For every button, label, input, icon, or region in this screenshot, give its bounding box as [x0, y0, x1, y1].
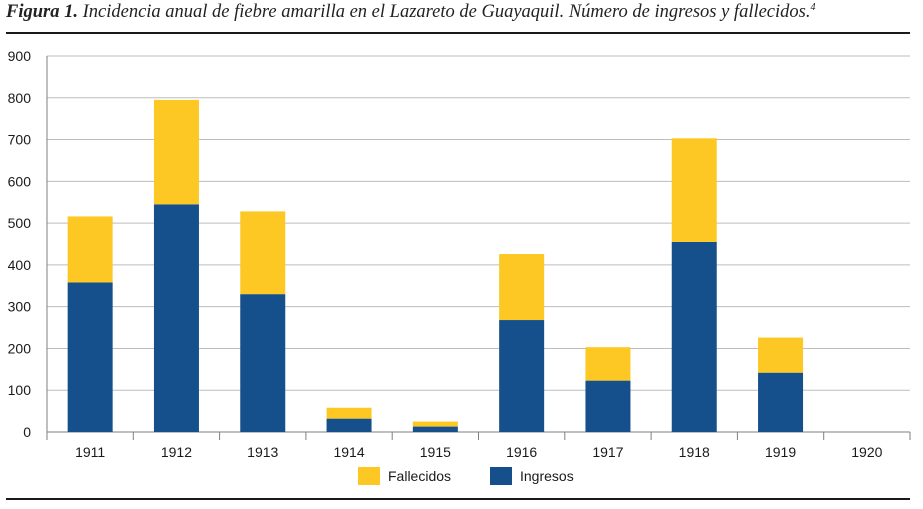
x-tick-label: 1917: [592, 444, 623, 460]
bar-ingresos: [758, 372, 804, 432]
legend-item-ingresos: Ingresos: [490, 466, 574, 486]
x-tick-label: 1911: [75, 444, 105, 460]
legend-swatch-ingresos: [490, 467, 512, 485]
bar-ingresos: [499, 320, 545, 432]
y-tick-label: 300: [8, 299, 32, 315]
y-tick-label: 200: [8, 340, 32, 356]
bar-ingresos: [67, 282, 113, 432]
x-tick-label: 1914: [333, 444, 364, 460]
x-tick-label: 1912: [161, 444, 192, 460]
y-tick-label: 900: [8, 48, 32, 64]
top-rule: [6, 32, 910, 34]
bar-ingresos: [585, 380, 631, 432]
bar-fallecidos: [412, 421, 458, 427]
y-tick-label: 100: [8, 382, 32, 398]
bar-fallecidos: [585, 347, 631, 381]
x-tick-label: 1919: [765, 444, 796, 460]
figure-title: Incidencia anual de fiebre amarilla en e…: [82, 2, 811, 23]
legend-item-fallecidos: Fallecidos: [358, 466, 451, 486]
x-tick-label: 1920: [851, 444, 882, 460]
bar-fallecidos: [758, 337, 804, 373]
y-tick-label: 400: [8, 257, 32, 273]
bar-fallecidos: [499, 254, 545, 321]
y-tick-label: 700: [8, 132, 32, 148]
bar-fallecidos: [326, 407, 372, 419]
y-tick-label: 500: [8, 215, 32, 231]
legend-swatch-fallecidos: [358, 467, 380, 485]
figure-number: Figura 1.: [6, 2, 78, 23]
bottom-rule: [6, 498, 910, 500]
bar-ingresos: [412, 426, 458, 432]
y-tick-label: 800: [8, 90, 32, 106]
x-tick-label: 1916: [506, 444, 537, 460]
bar-fallecidos: [67, 216, 113, 283]
figure-caption: Figura 1. Incidencia anual de fiebre ama…: [6, 2, 916, 28]
footnote-ref: 4: [810, 2, 816, 13]
y-tick-label: 0: [23, 424, 31, 440]
bar-ingresos: [671, 241, 717, 432]
bar-fallecidos: [671, 138, 717, 242]
x-tick-label: 1913: [247, 444, 278, 460]
legend-label-fallecidos: Fallecidos: [388, 468, 452, 484]
bar-ingresos: [153, 204, 199, 432]
bar-ingresos: [240, 294, 286, 432]
bar-fallecidos: [153, 99, 199, 205]
x-tick-label: 1915: [420, 444, 451, 460]
y-tick-label: 600: [8, 173, 32, 189]
legend-label-ingresos: Ingresos: [520, 468, 574, 484]
bar-ingresos: [326, 418, 372, 432]
bar-fallecidos: [240, 211, 286, 295]
x-tick-label: 1918: [679, 444, 710, 460]
